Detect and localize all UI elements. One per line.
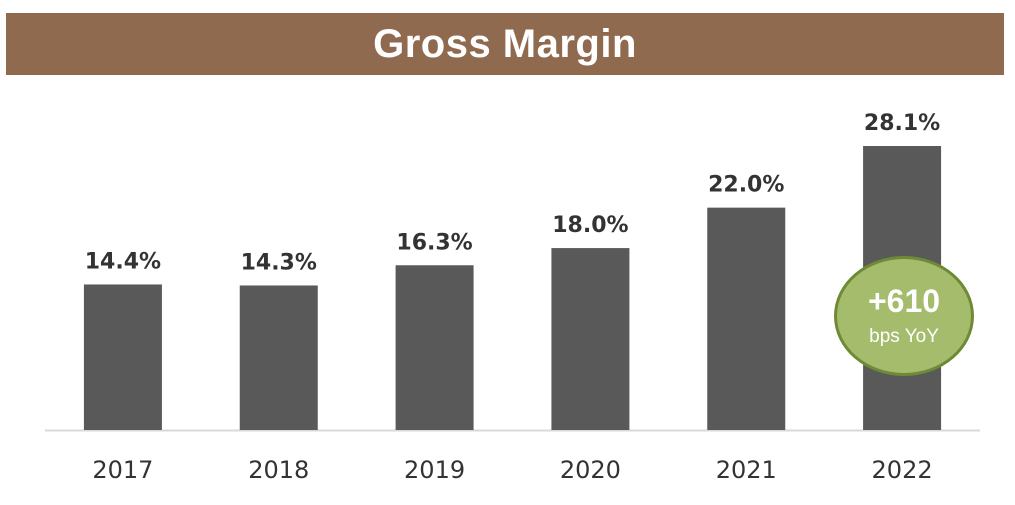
data-label-2017: 14.4% — [85, 249, 161, 274]
data-label-2022: 28.1% — [864, 111, 940, 136]
bar-2018 — [239, 285, 318, 430]
badge-caption: bps YoY — [869, 326, 939, 347]
badge-value: +610 — [867, 283, 941, 319]
bar-2020 — [551, 248, 630, 430]
data-label-2020: 18.0% — [552, 213, 628, 238]
data-label-2018: 14.3% — [241, 250, 317, 275]
bar-2021 — [707, 207, 786, 430]
yoy-change-badge: +610 bps YoY — [834, 256, 974, 376]
bar-2019 — [395, 265, 474, 430]
chart-title-bar: Gross Margin — [6, 13, 1004, 75]
x-tick-label-2019: 2019 — [404, 456, 465, 484]
x-tick-label-2017: 2017 — [92, 456, 153, 484]
chart-title: Gross Margin — [373, 21, 637, 66]
bar-2017 — [83, 284, 162, 430]
data-label-2019: 16.3% — [396, 230, 472, 255]
x-tick-label-2021: 2021 — [716, 456, 777, 484]
data-label-2021: 22.0% — [708, 173, 784, 198]
x-tick-label-2022: 2022 — [872, 456, 933, 484]
x-tick-label-2020: 2020 — [560, 456, 621, 484]
x-tick-label-2018: 2018 — [248, 456, 309, 484]
